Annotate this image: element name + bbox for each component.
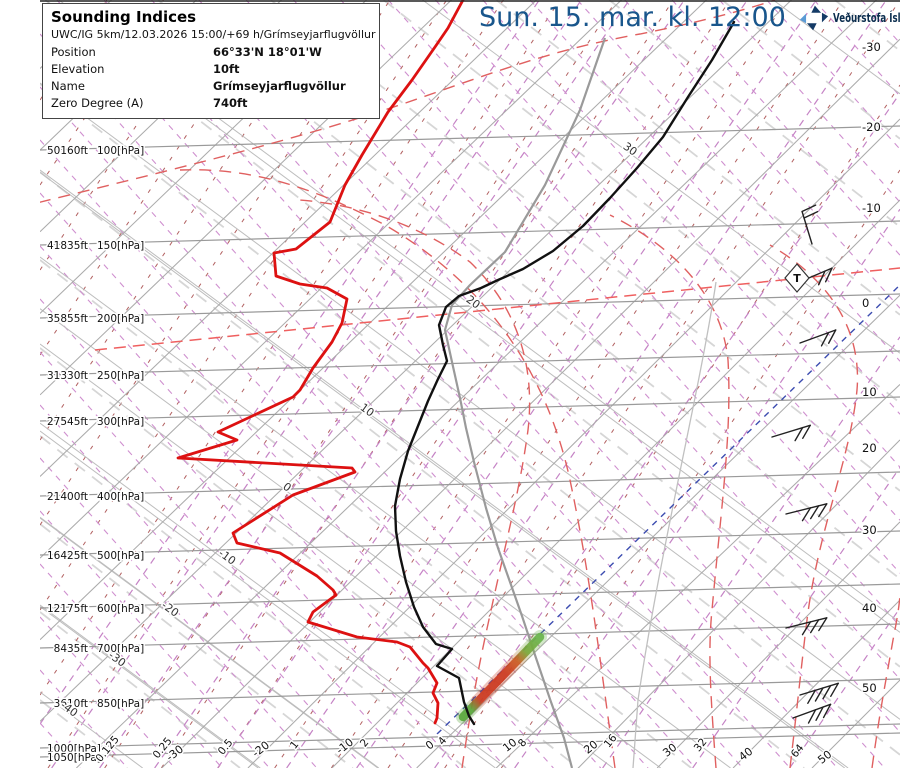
row-label: Name [51,79,85,93]
isotherms [40,0,900,768]
pressure-label: 100[hPa] [97,145,144,157]
vedurstofa-logo-icon [799,5,829,31]
panel-title: Sounding Indices [51,8,197,26]
panel-subtitle: UWC/IG 5km/12.03.2026 15:00/+69 h/Grímse… [51,28,376,41]
temperature-curve [393,20,736,726]
altitude-label: 8435ft [54,643,88,655]
temperature-right-label: 50 [862,681,877,695]
dry-adiabat-label: 30 [621,140,640,159]
info-row-position: Position 66°33'N 18°01'W [51,44,371,61]
mixing-ratio-label: 16 [602,732,620,750]
pressure-label: 600[hPa] [97,603,144,615]
row-value: 66°33'N 18°01'W [213,45,322,59]
dry-adiabats [40,0,900,768]
pressure-label: 300[hPa] [97,416,144,428]
tropopause-line [94,267,900,351]
temperature-right-label: 10 [862,385,877,399]
temperature-right-label: 40 [862,601,877,615]
pressure-label: 200[hPa] [97,313,144,325]
axis-labels: 50160ft 100[hPa]41835ft 150[hPa]35855ft 200… [45,4,882,768]
mixing-ratio-label: 0.5 [216,737,236,758]
isobars [40,125,900,758]
row-label: Elevation [51,62,105,76]
brand: Veðurstofa Íslands [799,4,900,32]
pressure-label: 400[hPa] [97,491,144,503]
isotherm-bottom-label: 10 [500,736,519,755]
altitude-label: 41835ft [47,240,88,252]
altitude-label: 35855ft [47,313,88,325]
auxiliary-gray-line [632,281,717,768]
row-value: 740ft [213,96,248,110]
dry-adiabat-label: 0 [280,480,293,495]
isotherm-bottom-label: 30 [660,741,679,760]
pressure-label: 150[hPa] [97,240,144,252]
isotherm-bottom-label: 20 [581,738,600,757]
brand-name: Veðurstofa Íslands [833,11,900,25]
temperature-right-label: -20 [862,120,881,134]
isotherm-bottom-label: 50 [815,748,834,767]
pressure-label: 1050[hPa] [47,752,101,764]
altitude-label: 50160ft [47,145,88,157]
dry-adiabat-label: -20 [159,599,181,620]
row-value: 10ft [213,62,240,76]
altitude-label: 21400ft [47,491,88,503]
altitude-label: 3610ft [54,698,88,710]
altitude-label: 31330ft [47,370,88,382]
temperature-right-label: -10 [862,201,881,215]
altitude-label: 27545ft [47,416,88,428]
pressure-label: 700[hPa] [97,643,144,655]
pressure-label: 1000[hPa] [47,743,101,755]
isotherm-bottom-label: 40 [736,745,755,764]
sounding-indices-panel: Sounding Indices UWC/IG 5km/12.03.2026 1… [42,3,380,119]
pressure-label: 250[hPa] [97,370,144,382]
row-label: Zero Degree (A) [51,96,144,110]
svg-text:T: T [793,272,801,285]
altitude-label: 12175ft [47,603,88,615]
wetbulb-curve [443,37,607,768]
info-row-name: Name Grímseyjarflugvöllur [51,78,371,95]
pressure-label: 850[hPa] [97,698,144,710]
dewpoint-curve [176,0,465,725]
temperature-right-label: -30 [862,40,881,54]
temperature-right-label: 30 [862,523,877,537]
pressure-label: 500[hPa] [97,550,144,562]
tropopause-marker: T [784,263,810,293]
row-label: Position [51,45,96,59]
dry-adiabat-label: 20 [464,293,483,312]
info-row-zero-degree: Zero Degree (A) 740ft [51,95,371,112]
row-value: Grímseyjarflugvöllur [213,79,346,93]
temperature-right-label: 0 [862,296,869,310]
valid-time-title: Sun. 15. mar. kl. 12:00 [479,2,786,33]
cape-segment [458,632,545,722]
temperature-right-label: 20 [862,441,877,455]
info-row-elevation: Elevation 10ft [51,61,371,78]
altitude-label: 16425ft [47,550,88,562]
